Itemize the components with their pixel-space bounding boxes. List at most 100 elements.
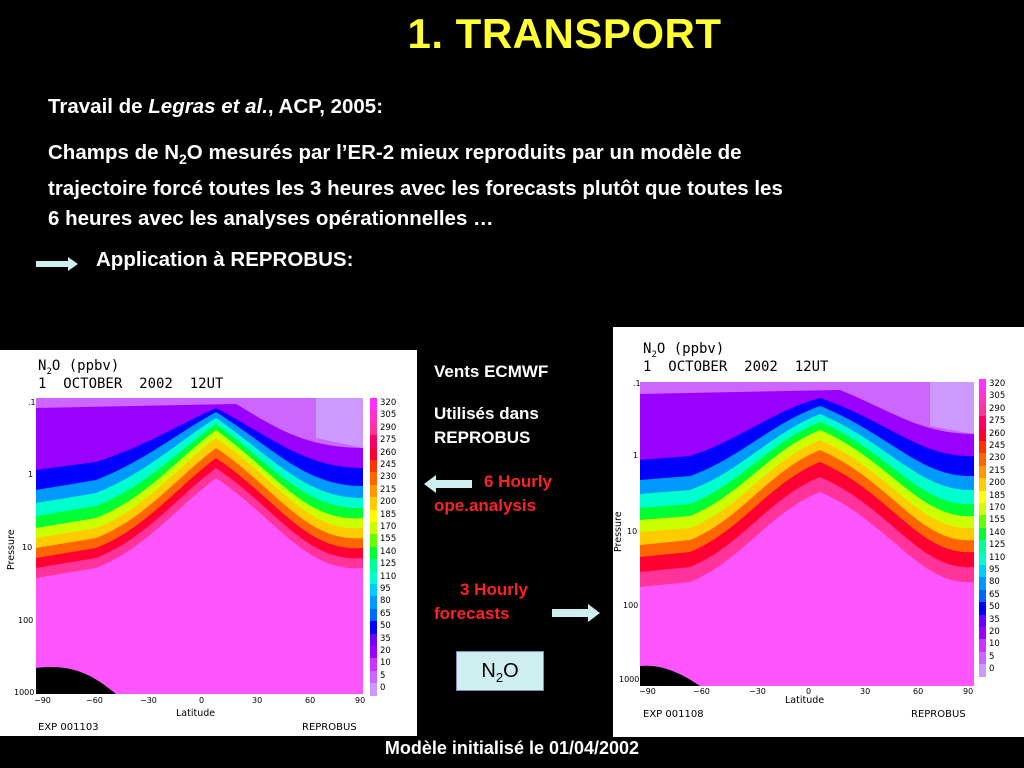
legend-value: 5 [989, 651, 995, 662]
n2o-box-pre: N [481, 660, 496, 682]
legend-value: 230 [380, 472, 397, 483]
six-hourly-line-2: ope.analysis [434, 496, 537, 515]
slide-title: 1. TRANSPORT [407, 10, 722, 57]
legend-value: 275 [380, 435, 397, 446]
legend-value: 20 [380, 646, 391, 656]
legend-swatch [979, 589, 986, 603]
legend-swatch [979, 627, 986, 640]
legend-swatch [370, 472, 377, 485]
contour-field [640, 382, 974, 686]
x-axis-label: Latitude [785, 695, 825, 706]
n2o-box-sub: 2 [495, 670, 504, 685]
plot-title-sub: 2 [46, 366, 52, 377]
experiment-id: EXP 001103 [38, 722, 99, 733]
legend-value: 50 [380, 621, 391, 632]
legend-value: 320 [989, 379, 1006, 389]
plot-title-post: O (ppbv) [51, 358, 120, 374]
legend-value: 0 [380, 683, 386, 694]
legend-value: 110 [380, 571, 397, 582]
xtick: 90 [355, 696, 366, 705]
legend-value: 275 [989, 416, 1006, 427]
legend-value: 245 [989, 441, 1006, 451]
plot-title-sub: 2 [651, 349, 657, 360]
legend-value: 50 [989, 602, 1000, 613]
legend-swatch [370, 546, 377, 560]
legend-value: 80 [380, 596, 391, 607]
para-line-2: trajectoire forcé toutes les 3 heures av… [48, 177, 783, 201]
legend-value: 260 [380, 447, 397, 458]
legend-swatch [979, 527, 986, 541]
legend-swatch [370, 497, 377, 510]
legend-value: 35 [380, 633, 391, 644]
legend-swatch [979, 391, 986, 404]
plot-title-pre: N [643, 341, 652, 357]
three-hourly-label: 3 Hourly forecasts [434, 578, 528, 626]
ytick: 10 [627, 527, 638, 536]
legend-swatch [979, 602, 986, 615]
legend-value: 65 [380, 608, 391, 619]
legend-swatch [370, 559, 377, 572]
para-line-1-pre: Champs de N [48, 141, 179, 164]
legend-swatch [370, 596, 377, 609]
legend-swatch [979, 490, 986, 503]
xtick: 0 [806, 687, 812, 696]
para-line-3: 6 heures avec les analyses opérationnell… [48, 207, 494, 231]
legend-value: 200 [989, 478, 1006, 489]
legend-swatch [979, 614, 986, 627]
arrow-left-icon [424, 475, 472, 493]
ytick: .1 [28, 398, 36, 407]
legend-value: 215 [989, 465, 1006, 476]
xtick: 30 [860, 687, 871, 696]
reference-line: Travail de Legras et al., ACP, 2005: [48, 92, 383, 122]
legend-value: 140 [380, 546, 397, 557]
legend-value: 125 [989, 540, 1006, 551]
legend-swatch [370, 484, 377, 498]
ytick: 1 [28, 470, 34, 479]
y-axis-label: Pressure [613, 511, 624, 552]
application-label: Application à REPROBUS: [96, 248, 354, 271]
used-in-label: Utilisés dans REPROBUS [434, 402, 539, 450]
arrow-right-icon [552, 604, 600, 622]
legend-swatch [370, 435, 377, 448]
xtick: 30 [252, 696, 263, 705]
legend-value: 10 [989, 639, 1000, 650]
legend-value: 320 [380, 398, 397, 408]
ref-suffix: , ACP, 2005: [267, 95, 384, 118]
ytick: 100 [18, 616, 34, 625]
legend-swatch [370, 646, 377, 659]
legend-swatch [370, 670, 377, 684]
legend-swatch [979, 428, 986, 441]
six-hourly-line-1: 6 Hourly [484, 472, 553, 491]
legend-value: 185 [380, 509, 397, 520]
n2o-plot-right: N2O (ppbv) 1 OCTOBER 2002 12UT Pressure … [613, 327, 1024, 737]
contour-field [36, 398, 363, 694]
plot-title-2: 1 OCTOBER 2002 12UT [643, 359, 829, 375]
x-axis-label: Latitude [176, 708, 216, 719]
legend-value: 0 [989, 664, 995, 675]
plot-title-1: N2O (ppbv) [38, 358, 119, 381]
para-line-1-post: O mesurés par l’ER-2 mieux reproduits pa… [186, 141, 742, 164]
n2o-box: N2O [456, 651, 544, 691]
legend-value: 305 [380, 410, 397, 421]
legend-value: 95 [380, 584, 391, 594]
legend-value: 245 [380, 460, 397, 470]
legend-swatch [370, 534, 377, 547]
xtick: −30 [749, 687, 766, 696]
legend-swatch [370, 584, 377, 597]
legend-value: 155 [380, 534, 397, 545]
legend-swatch [979, 565, 986, 578]
ref-prefix: Travail de [48, 95, 149, 118]
legend-swatch [370, 422, 377, 436]
legend-swatch [979, 403, 986, 417]
legend-swatch [370, 410, 377, 423]
legend-swatch [370, 460, 377, 473]
ytick: 100 [623, 601, 639, 610]
plot-title-post: O (ppbv) [656, 341, 725, 357]
legend-value: 95 [989, 565, 1000, 575]
legend-swatch [370, 683, 377, 696]
plot-title-pre: N [38, 358, 47, 374]
winds-label: Vents ECMWF [434, 362, 549, 381]
legend-swatch [979, 639, 986, 652]
legend-value: 10 [380, 658, 391, 669]
legend-swatch [979, 379, 986, 392]
